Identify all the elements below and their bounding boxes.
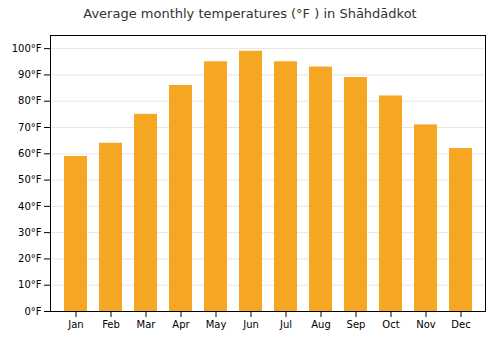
svg-text:Oct: Oct (382, 319, 399, 330)
svg-text:Jun: Jun (242, 319, 259, 330)
svg-text:May: May (206, 319, 227, 330)
html-text:Average monthly temperatures (: Average monthly temperatures (°F ) in Sh… (83, 6, 417, 21)
svg-text:Aug: Aug (311, 319, 331, 330)
svg-text:40°F: 40°F (18, 201, 42, 212)
svg-text:10°F: 10°F (18, 279, 42, 290)
svg-text:60°F: 60°F (18, 148, 42, 159)
svg-text:Mar: Mar (137, 319, 157, 330)
svg-text:50°F: 50°F (18, 174, 42, 185)
svg-text:20°F: 20°F (18, 253, 42, 264)
svg-text:Apr: Apr (172, 319, 190, 330)
svg-text:Nov: Nov (416, 319, 436, 330)
svg-text:80°F: 80°F (18, 95, 42, 106)
svg-text:Sep: Sep (347, 319, 366, 330)
svg-text:100°F: 100°F (12, 43, 42, 54)
svg-text:Jul: Jul (279, 319, 292, 330)
svg-text:30°F: 30°F (18, 227, 42, 238)
svg-text:90°F: 90°F (18, 69, 42, 80)
svg-text:70°F: 70°F (18, 122, 42, 133)
svg-text:0°F: 0°F (24, 306, 41, 317)
svg-text:Jan: Jan (67, 319, 83, 330)
svg-text:Feb: Feb (102, 319, 120, 330)
svg-text:Dec: Dec (451, 319, 470, 330)
